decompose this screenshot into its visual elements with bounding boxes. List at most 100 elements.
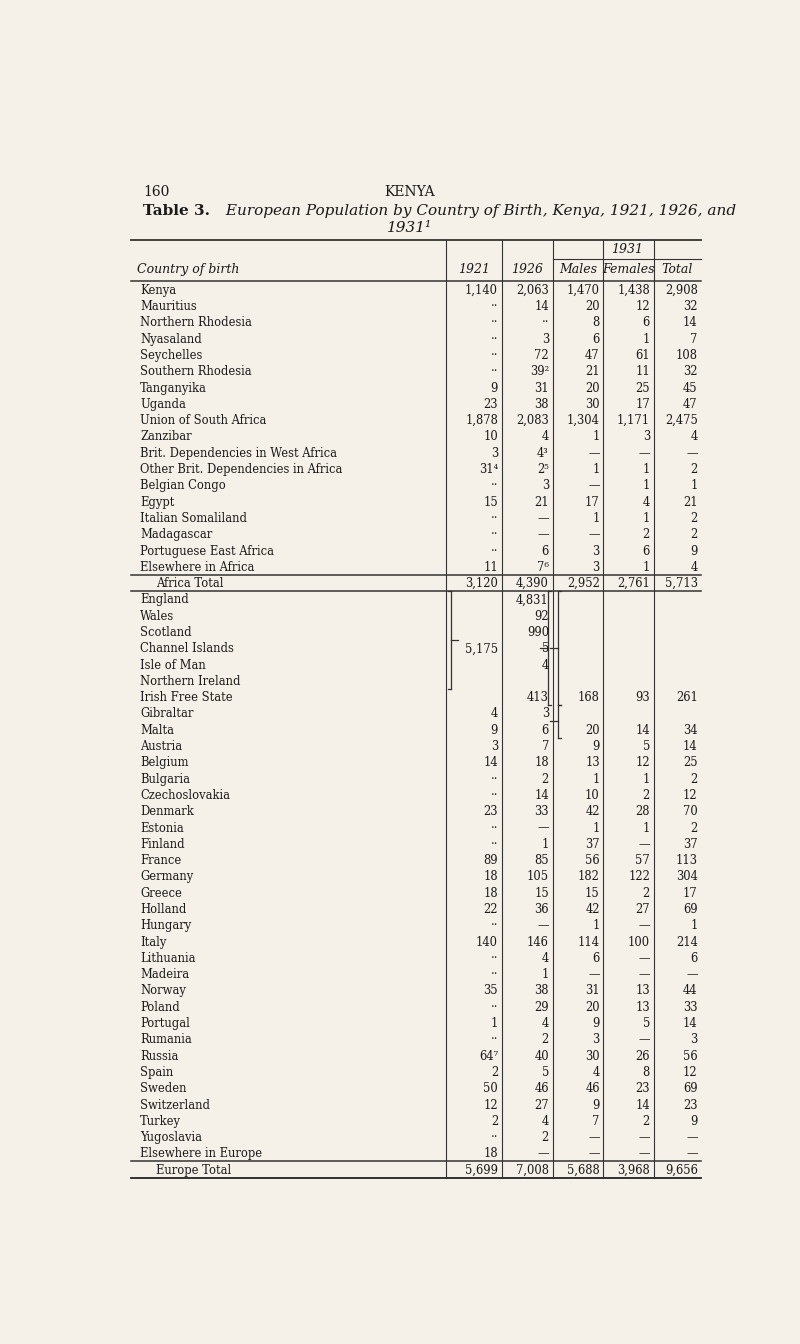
Text: Scotland: Scotland (140, 626, 192, 638)
Text: 6: 6 (542, 723, 549, 737)
Text: 1931¹: 1931¹ (387, 222, 433, 235)
Text: 214: 214 (676, 935, 698, 949)
Text: 1,304: 1,304 (567, 414, 600, 427)
Text: 5: 5 (642, 1017, 650, 1030)
Text: 4: 4 (542, 430, 549, 444)
Text: Germany: Germany (140, 871, 194, 883)
Text: 23: 23 (483, 398, 498, 411)
Text: Russia: Russia (140, 1050, 178, 1063)
Text: 7: 7 (542, 741, 549, 753)
Text: 1: 1 (690, 480, 698, 492)
Text: —: — (638, 919, 650, 933)
Text: Males: Males (559, 262, 597, 276)
Text: 11: 11 (483, 560, 498, 574)
Text: 9: 9 (690, 544, 698, 558)
Text: 2: 2 (542, 1034, 549, 1047)
Text: —: — (638, 968, 650, 981)
Text: Irish Free State: Irish Free State (140, 691, 233, 704)
Text: ··: ·· (490, 300, 498, 313)
Text: 2: 2 (642, 887, 650, 899)
Text: 72: 72 (534, 349, 549, 362)
Text: 14: 14 (683, 1017, 698, 1030)
Text: 21: 21 (534, 496, 549, 508)
Text: 160: 160 (143, 185, 170, 199)
Text: 1,878: 1,878 (465, 414, 498, 427)
Text: 3: 3 (490, 741, 498, 753)
Text: 17: 17 (585, 496, 600, 508)
Text: 4: 4 (490, 707, 498, 720)
Text: 2: 2 (542, 1132, 549, 1144)
Text: 1,171: 1,171 (617, 414, 650, 427)
Text: 7,008: 7,008 (516, 1164, 549, 1177)
Text: 3: 3 (690, 1034, 698, 1047)
Text: 50: 50 (483, 1082, 498, 1095)
Text: 108: 108 (676, 349, 698, 362)
Text: 13: 13 (635, 984, 650, 997)
Text: ··: ·· (490, 789, 498, 802)
Text: 33: 33 (683, 1001, 698, 1013)
Text: 85: 85 (534, 853, 549, 867)
Text: 1931: 1931 (611, 243, 643, 257)
Text: Portuguese East Africa: Portuguese East Africa (140, 544, 274, 558)
Text: ··: ·· (490, 1001, 498, 1013)
Text: ··: ·· (490, 919, 498, 933)
Text: 14: 14 (534, 300, 549, 313)
Text: 4: 4 (542, 659, 549, 672)
Text: European Population by Country of Birth, Kenya, 1921, 1926, and: European Population by Country of Birth,… (221, 204, 736, 218)
Text: 23: 23 (483, 805, 498, 818)
Text: 4: 4 (542, 952, 549, 965)
Text: ··: ·· (490, 544, 498, 558)
Text: —: — (588, 446, 600, 460)
Text: Uganda: Uganda (140, 398, 186, 411)
Text: 6: 6 (593, 952, 600, 965)
Text: 64⁷: 64⁷ (479, 1050, 498, 1063)
Text: 1,438: 1,438 (617, 284, 650, 297)
Text: 14: 14 (683, 741, 698, 753)
Text: 113: 113 (676, 853, 698, 867)
Text: Elsewhere in Europe: Elsewhere in Europe (140, 1148, 262, 1160)
Text: 18: 18 (483, 871, 498, 883)
Text: —: — (538, 528, 549, 542)
Text: 261: 261 (676, 691, 698, 704)
Text: Nyasaland: Nyasaland (140, 333, 202, 345)
Text: 37: 37 (683, 837, 698, 851)
Text: 7: 7 (690, 333, 698, 345)
Text: 31: 31 (585, 984, 600, 997)
Text: 12: 12 (635, 300, 650, 313)
Text: 15: 15 (483, 496, 498, 508)
Text: 40: 40 (534, 1050, 549, 1063)
Text: 3: 3 (593, 1034, 600, 1047)
Text: 1: 1 (642, 333, 650, 345)
Text: 33: 33 (534, 805, 549, 818)
Text: 23: 23 (635, 1082, 650, 1095)
Text: 4³: 4³ (537, 446, 549, 460)
Text: 13: 13 (585, 757, 600, 769)
Text: 28: 28 (635, 805, 650, 818)
Text: Yugoslavia: Yugoslavia (140, 1132, 202, 1144)
Text: 12: 12 (635, 757, 650, 769)
Text: Union of South Africa: Union of South Africa (140, 414, 266, 427)
Text: 105: 105 (526, 871, 549, 883)
Text: 1: 1 (642, 512, 650, 526)
Text: —: — (638, 1148, 650, 1160)
Text: 6: 6 (542, 544, 549, 558)
Text: 2,083: 2,083 (516, 414, 549, 427)
Text: 1921: 1921 (458, 262, 490, 276)
Text: Austria: Austria (140, 741, 182, 753)
Text: Zanzibar: Zanzibar (140, 430, 192, 444)
Text: Kenya: Kenya (140, 284, 177, 297)
Text: Africa Total: Africa Total (156, 577, 223, 590)
Text: Females: Females (602, 262, 655, 276)
Text: 413: 413 (527, 691, 549, 704)
Text: 6: 6 (690, 952, 698, 965)
Text: 1,470: 1,470 (566, 284, 600, 297)
Text: 89: 89 (483, 853, 498, 867)
Text: 122: 122 (628, 871, 650, 883)
Text: 1: 1 (592, 430, 600, 444)
Text: 4: 4 (542, 1114, 549, 1128)
Text: 20: 20 (585, 300, 600, 313)
Text: 3: 3 (593, 560, 600, 574)
Text: 31: 31 (534, 382, 549, 395)
Text: —: — (588, 528, 600, 542)
Text: Italy: Italy (140, 935, 166, 949)
